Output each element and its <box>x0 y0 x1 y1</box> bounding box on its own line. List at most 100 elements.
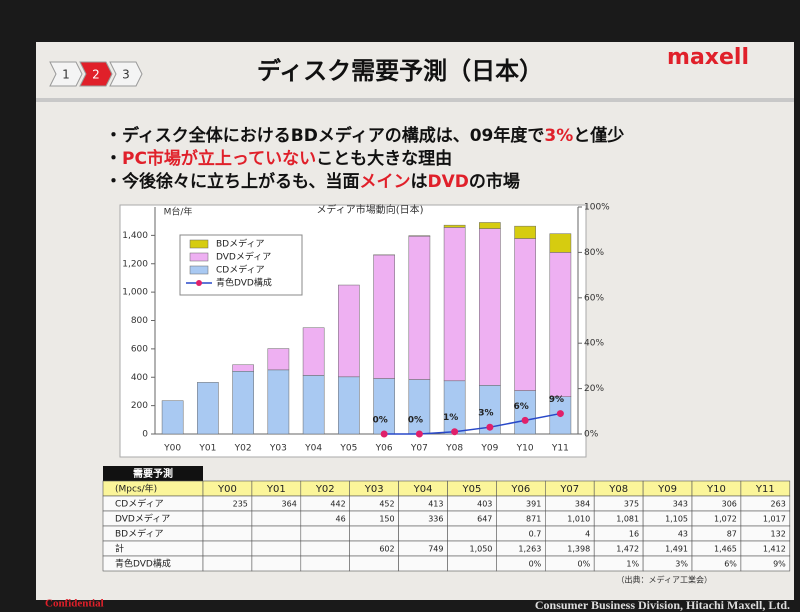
bar <box>549 233 572 253</box>
row-label: CDメディア <box>115 498 164 510</box>
chart-title: メディア市場動向(日本) <box>316 203 423 216</box>
table-value: 0% <box>529 560 542 569</box>
column-header: Y02 <box>315 484 335 495</box>
bar <box>443 224 466 228</box>
y-tick-label: 800 <box>131 316 148 326</box>
table-value: 1,072 <box>714 515 737 524</box>
bullet-segment: ・ディスク全体におけるBDメディアの構成は、09年度で <box>105 125 544 146</box>
nav-label: 1 <box>62 68 70 82</box>
footer-left: Confidential <box>45 598 104 610</box>
table-value: 6% <box>724 560 737 569</box>
table-value: 602 <box>379 545 394 554</box>
nav-step <box>49 61 83 87</box>
x-tick-label: Y00 <box>163 444 181 454</box>
table-value: 1,050 <box>469 545 492 554</box>
bullet-segment: と僅少 <box>573 125 624 146</box>
x-tick-label: Y10 <box>516 444 534 454</box>
column-header: Y04 <box>413 484 433 495</box>
legend-label: 青色DVD構成 <box>216 277 272 289</box>
data-label: 0% <box>408 416 423 426</box>
table-source: （出典：メディア工業会） <box>617 575 712 585</box>
table-title: 需要予測 <box>133 467 173 480</box>
legend-label: BDメディア <box>216 238 264 250</box>
bar <box>479 228 501 386</box>
bullet-segment: は <box>411 172 428 192</box>
table-value: 1,491 <box>665 545 688 554</box>
legend-swatch <box>189 265 209 275</box>
data-label: 0% <box>372 416 387 426</box>
y-tick-label: 1,000 <box>122 288 148 298</box>
table-cell <box>740 555 791 572</box>
bar <box>549 252 572 397</box>
table-cell <box>447 555 497 572</box>
bullet-segment: ことも大きな理由 <box>316 148 452 169</box>
bar <box>302 375 325 435</box>
bar <box>232 364 254 372</box>
title-rule <box>36 98 794 102</box>
bar <box>408 379 431 435</box>
y2-tick-label: 60% <box>584 293 604 303</box>
table-value: 403 <box>477 500 492 509</box>
data-label: 9% <box>549 395 564 405</box>
column-header: Y06 <box>510 484 530 495</box>
table-value: 263 <box>771 500 786 509</box>
y2-tick-label: 20% <box>584 384 604 394</box>
bar <box>338 376 360 435</box>
table-cell <box>251 555 302 572</box>
y2-tick-label: 0% <box>584 430 599 440</box>
nav: 1 2 3 <box>49 61 143 87</box>
table-value: 1,017 <box>763 515 786 524</box>
table: 需要予測 (Mpcs/年) Y00 Y01 Y02 Y03 Y04 Y05 Y06 Y07 Y08 Y… <box>102 466 791 585</box>
table-cell <box>202 540 253 557</box>
line-marker <box>451 428 459 436</box>
x-tick-label: Y08 <box>445 444 463 454</box>
bar <box>373 378 395 435</box>
y-axis-label: M台/年 <box>164 206 193 218</box>
column-header: Y03 <box>364 484 384 495</box>
data-label: 1% <box>443 413 458 423</box>
x-tick-label: Y07 <box>410 444 428 454</box>
x-tick-label: Y03 <box>269 444 287 454</box>
slide-title: ディスク需要予測（日本） <box>257 57 543 85</box>
data-label: 3% <box>478 409 493 419</box>
table-cell <box>447 525 497 542</box>
table-value: 343 <box>673 500 688 509</box>
bar <box>443 380 466 435</box>
column-header: Y09 <box>657 484 677 495</box>
table-cell <box>349 555 399 572</box>
table-cell <box>300 555 350 572</box>
logo: maxell <box>667 45 749 70</box>
x-tick-label: Y01 <box>198 444 216 454</box>
bar <box>514 238 536 391</box>
y-tick-label: 1,400 <box>122 231 148 241</box>
column-header: Y00 <box>217 484 237 495</box>
table-value: 391 <box>526 500 541 509</box>
table-value: 1,105 <box>665 515 688 524</box>
table-value: 442 <box>330 500 345 509</box>
table-value: 1,010 <box>567 515 590 524</box>
bullets: ・ディスク全体におけるBDメディアの構成は、09年度で3%と僅少・PC市場が立上… <box>105 125 624 192</box>
bullet: ・ディスク全体におけるBDメディアの構成は、09年度で3%と僅少 <box>105 125 624 146</box>
table-value: 1,263 <box>518 545 541 554</box>
row-label: 青色DVD構成 <box>115 558 171 570</box>
table-value: 1,472 <box>616 545 639 554</box>
table-value: 132 <box>771 530 786 539</box>
bullet-segment: の市場 <box>469 171 520 192</box>
column-header: Y10 <box>706 484 726 495</box>
y-tick-label: 0 <box>142 430 148 440</box>
line-marker <box>556 410 564 418</box>
table-value: 1,412 <box>763 545 786 554</box>
line-marker <box>486 423 494 431</box>
data-label: 6% <box>513 402 528 412</box>
table-value: 336 <box>428 515 443 524</box>
x-tick-label: Y05 <box>339 444 357 454</box>
y-tick-label: 600 <box>131 344 148 354</box>
y2-tick-label: 80% <box>584 248 604 258</box>
table-value: 0% <box>577 560 590 569</box>
table-value: 1,398 <box>567 545 590 554</box>
column-header: Y05 <box>462 484 482 495</box>
line-marker <box>521 416 529 424</box>
column-header: Y11 <box>755 484 775 495</box>
table-cell <box>251 525 302 542</box>
